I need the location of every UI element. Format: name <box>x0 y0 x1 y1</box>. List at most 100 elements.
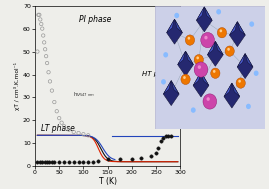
Point <box>38 160 42 163</box>
Text: PI phase: PI phase <box>79 15 111 24</box>
Point <box>76 132 81 135</box>
Point <box>62 125 66 128</box>
Text: h$\nu_{547\ nm}$: h$\nu_{547\ nm}$ <box>73 90 95 98</box>
Point <box>76 160 81 163</box>
Polygon shape <box>186 51 193 65</box>
Circle shape <box>227 48 230 51</box>
Circle shape <box>249 21 254 27</box>
Circle shape <box>191 107 196 113</box>
Circle shape <box>236 78 245 88</box>
Point <box>39 22 43 26</box>
Circle shape <box>201 33 214 48</box>
Polygon shape <box>232 83 240 97</box>
Point <box>81 133 86 136</box>
Point <box>46 71 51 74</box>
Point <box>86 160 90 163</box>
Circle shape <box>220 29 222 32</box>
Circle shape <box>246 104 251 109</box>
Point <box>67 128 71 131</box>
Point <box>105 158 110 161</box>
Point <box>47 160 52 163</box>
Polygon shape <box>245 54 253 67</box>
Point <box>42 41 46 44</box>
Polygon shape <box>193 72 209 97</box>
Circle shape <box>238 80 241 83</box>
Y-axis label: χT / cm³.K.mol⁻¹: χT / cm³.K.mol⁻¹ <box>14 62 20 110</box>
Polygon shape <box>175 19 182 33</box>
Circle shape <box>185 35 194 45</box>
Point <box>86 134 90 137</box>
Point <box>40 27 44 30</box>
Polygon shape <box>196 7 212 32</box>
Circle shape <box>163 52 168 57</box>
Polygon shape <box>237 54 253 79</box>
Polygon shape <box>229 22 237 35</box>
Point <box>91 160 95 163</box>
Point <box>62 160 66 163</box>
Circle shape <box>174 13 179 18</box>
Circle shape <box>194 62 208 77</box>
Circle shape <box>217 28 226 38</box>
Point <box>36 13 41 16</box>
Point <box>166 135 170 138</box>
Point <box>161 136 165 139</box>
Circle shape <box>211 68 220 78</box>
Circle shape <box>181 74 190 84</box>
Point <box>72 160 76 163</box>
Point <box>154 151 158 154</box>
Circle shape <box>198 65 201 69</box>
Polygon shape <box>224 83 240 108</box>
Polygon shape <box>224 83 232 97</box>
Point <box>43 48 47 51</box>
Point <box>52 101 56 104</box>
Polygon shape <box>229 22 245 47</box>
Polygon shape <box>163 81 171 94</box>
X-axis label: T (K): T (K) <box>99 177 116 186</box>
Polygon shape <box>201 72 209 86</box>
Point <box>48 80 52 83</box>
Circle shape <box>225 46 234 56</box>
Text: LT phase: LT phase <box>41 124 75 133</box>
Point <box>59 121 64 124</box>
Polygon shape <box>178 51 186 65</box>
Point <box>118 157 122 160</box>
Circle shape <box>183 76 186 79</box>
Polygon shape <box>207 41 223 66</box>
Point <box>45 160 49 163</box>
Polygon shape <box>204 7 212 20</box>
Polygon shape <box>193 72 201 86</box>
Point <box>96 159 100 162</box>
Point <box>156 146 161 149</box>
Circle shape <box>187 37 190 40</box>
Point <box>37 13 41 16</box>
Point <box>45 62 49 65</box>
Circle shape <box>196 56 199 59</box>
Point <box>130 157 134 160</box>
Point <box>57 117 61 120</box>
Circle shape <box>194 55 203 65</box>
Circle shape <box>213 70 215 73</box>
Polygon shape <box>207 41 215 55</box>
Polygon shape <box>178 51 193 76</box>
Point <box>50 89 54 92</box>
Polygon shape <box>167 19 175 33</box>
Point <box>40 160 44 163</box>
Point <box>43 160 47 163</box>
Circle shape <box>207 97 210 101</box>
Point <box>72 130 76 133</box>
Polygon shape <box>167 19 182 44</box>
Point <box>38 18 43 21</box>
Circle shape <box>204 36 208 40</box>
Point <box>52 160 56 163</box>
Point <box>67 160 71 163</box>
Polygon shape <box>237 22 245 35</box>
Text: HT phase: HT phase <box>143 71 175 77</box>
Point <box>44 55 48 58</box>
Polygon shape <box>215 41 223 55</box>
Point <box>35 160 40 163</box>
Point <box>35 50 40 53</box>
Point <box>159 139 163 143</box>
Circle shape <box>161 79 166 84</box>
Point <box>164 135 168 138</box>
Polygon shape <box>163 81 179 106</box>
